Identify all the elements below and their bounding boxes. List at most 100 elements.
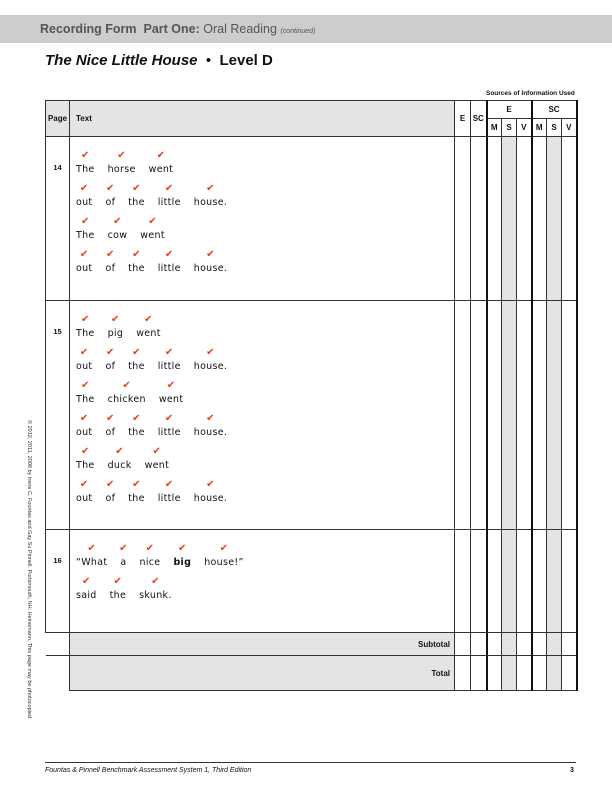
score-cell[interactable] [470,136,487,301]
part-label: Part One: [143,22,200,36]
score-cell[interactable] [454,529,471,633]
text-line: ✔ The ✔ horse ✔ went [76,146,454,179]
word: ✔ house!” [204,543,243,568]
subtotal-cell[interactable] [501,632,517,656]
word: ✔ out [76,479,93,504]
text-line: ✔ “What ✔ a ✔ nice ✔ big ✔ house!” [76,539,454,572]
score-cell[interactable] [516,529,532,633]
word: ✔ The [76,380,95,405]
score-cell[interactable] [501,529,517,633]
e-group-header: E [485,100,532,119]
total-cell[interactable] [546,655,562,691]
word: ✔ said [76,576,97,601]
subtotal-cell[interactable] [546,632,562,656]
score-cell[interactable] [546,300,562,530]
check-mark-icon: ✔ [164,479,174,490]
word: ✔ the [110,576,127,601]
score-cell[interactable] [501,300,517,530]
word-text: out [76,493,93,504]
score-cell[interactable] [485,136,502,301]
check-mark-icon: ✔ [106,413,115,424]
score-cell[interactable] [485,300,502,530]
msv-header-s: S [546,118,562,137]
word-text: went [148,164,174,175]
word-text: duck [107,460,132,471]
form-header: Recording Form Part One: Oral Reading (c… [40,22,315,36]
check-mark-icon: ✔ [132,479,141,490]
score-cell[interactable] [530,136,547,301]
check-mark-icon: ✔ [79,183,89,194]
score-cell[interactable] [561,529,578,633]
table-row: 15 ✔ The ✔ pig ✔ went ✔ out ✔ of ✔ the ✔ little ✔ house.… [45,300,578,530]
score-cell[interactable] [561,300,578,530]
word-text: of [105,361,116,372]
form-label: Recording Form [40,22,137,36]
score-cell[interactable] [546,529,562,633]
sc-col-header: SC [470,100,487,137]
subtotal-cell[interactable] [470,632,487,656]
word-text: of [105,427,116,438]
word: ✔ house. [194,347,227,372]
score-cell[interactable] [485,529,502,633]
subtotal-cell[interactable] [530,632,547,656]
text-col-header: Text [69,100,455,137]
score-cell[interactable] [470,529,487,633]
score-cell[interactable] [454,300,471,530]
score-cell[interactable] [561,136,578,301]
page-number-cell: 15 [45,300,70,530]
total-cell[interactable] [530,655,547,691]
e-col-header: E [454,100,471,137]
subtotal-row: Subtotal [45,632,578,656]
page-title: The Nice Little House • Level D [45,52,273,69]
word-text: of [105,197,116,208]
page-number-cell: 16 [45,529,70,633]
level-label: Level D [219,52,273,69]
word: ✔ a [119,543,127,568]
word-text: “What [76,557,108,568]
total-cell[interactable] [501,655,517,691]
score-cell[interactable] [546,136,562,301]
total-cell[interactable] [470,655,487,691]
check-mark-icon: ✔ [164,347,174,358]
word-text: The [76,394,95,405]
text-line: ✔ said ✔ the ✔ skunk. [76,572,454,605]
score-cell[interactable] [516,136,532,301]
total-cell[interactable] [561,655,578,691]
text-line: ✔ The ✔ duck ✔ went [76,442,454,475]
subtotal-cell[interactable] [454,632,471,656]
check-mark-icon: ✔ [79,347,89,358]
score-cell[interactable] [454,136,471,301]
subtotal-cell[interactable] [485,632,502,656]
check-mark-icon: ✔ [119,543,128,554]
score-cell[interactable] [501,136,517,301]
subtotal-cell[interactable] [561,632,578,656]
check-mark-icon: ✔ [206,347,215,358]
word: ✔ house. [194,249,227,274]
check-mark-icon: ✔ [144,314,153,325]
word: ✔ the [128,249,145,274]
score-cell[interactable] [530,529,547,633]
score-cell[interactable] [470,300,487,530]
word-text: house. [193,197,228,208]
word: ✔ little [158,413,181,438]
total-cell[interactable] [454,655,471,691]
check-mark-icon: ✔ [113,576,123,587]
word-text: cow [107,230,128,241]
check-mark-icon: ✔ [132,347,141,358]
book-title: The Nice Little House [45,52,198,69]
subtotal-cell[interactable] [516,632,532,656]
score-cell[interactable] [516,300,532,530]
continued-note: (continued) [280,28,316,35]
check-mark-icon: ✔ [122,380,132,391]
word-text: pig [107,328,124,339]
check-mark-icon: ✔ [156,150,166,161]
word: ✔ nice [140,543,161,568]
word-text: went [140,230,165,241]
word-text: of [105,493,116,504]
table-row: 16 ✔ “What ✔ a ✔ nice ✔ big ✔ house!” ✔ said ✔ the ✔ sku… [45,529,578,633]
check-mark-icon: ✔ [145,543,155,554]
check-mark-icon: ✔ [164,183,174,194]
total-cell[interactable] [485,655,502,691]
total-cell[interactable] [516,655,532,691]
score-cell[interactable] [530,300,547,530]
